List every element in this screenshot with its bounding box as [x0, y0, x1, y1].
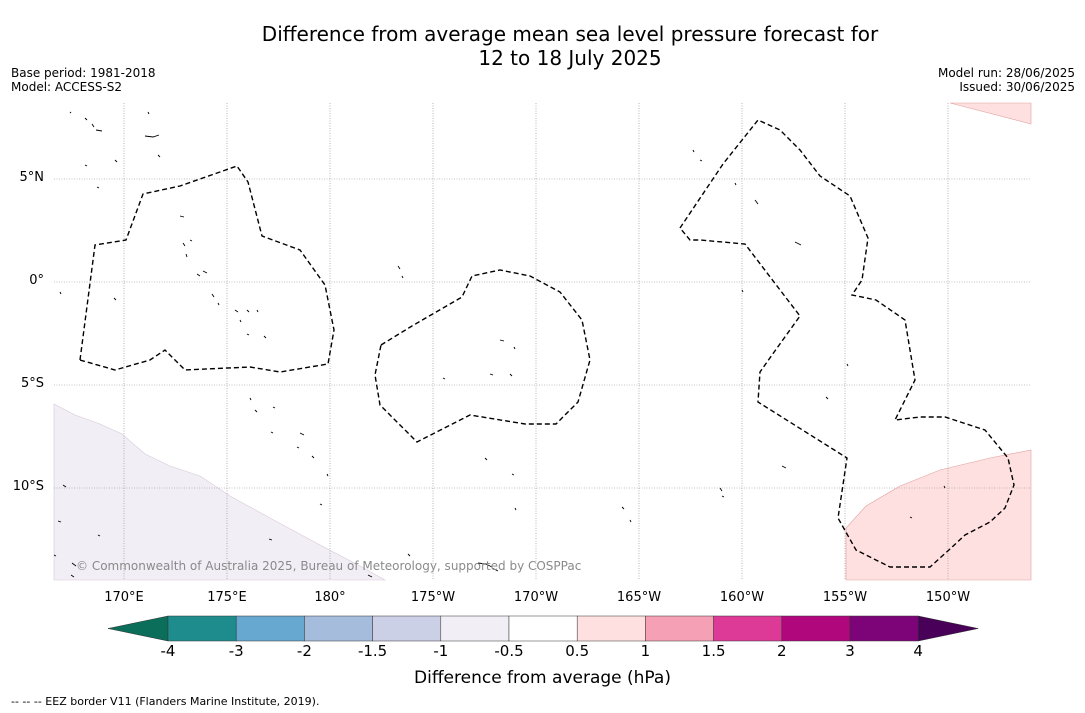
colorbar-swatch — [713, 615, 783, 642]
map-title: Difference from average mean sea level p… — [0, 22, 1085, 70]
colorbar-swatch — [440, 615, 510, 642]
eez-footnote: -- -- -- EEZ border V11 (Flanders Marine… — [11, 695, 320, 708]
gridlines — [54, 103, 1031, 580]
issued-text: Issued: 30/06/2025 — [959, 80, 1075, 94]
colorbar-title: Difference from average (hPa) — [414, 668, 671, 688]
model-run-text: Model run: 28/06/2025 — [937, 66, 1075, 80]
copyright-notice: © Commonwealth of Australia 2025, Bureau… — [76, 559, 582, 573]
lon-tick-170e: 170°E — [104, 590, 144, 605]
lon-tick-165w: 165°W — [616, 590, 662, 605]
positive-anomaly-area-southeast — [845, 449, 1032, 581]
colorbar-over-arrow — [917, 615, 979, 642]
colorbar-tick-label: -2 — [296, 642, 312, 660]
eez-borders — [79, 119, 1015, 568]
colorbar-swatch — [304, 615, 373, 642]
positive-anomaly-area-northeast — [949, 102, 1032, 125]
colorbar-tick-label: -1 — [433, 642, 449, 660]
title-line-1: Difference from average mean sea level p… — [261, 22, 879, 46]
island-group-central — [59, 265, 517, 572]
negative-anomaly-area — [53, 403, 387, 581]
colorbar-under-arrow — [107, 615, 169, 642]
colorbar-tick-label: -1.5 — [357, 642, 388, 660]
colorbar-swatch — [508, 615, 578, 642]
colorbar-tick-label: 1.5 — [701, 642, 726, 660]
eez-border-kiribati-gilbert — [79, 165, 335, 373]
colorbar-swatch — [167, 615, 237, 642]
colorbar-tick-label: -4 — [160, 642, 176, 660]
island-outlines — [53, 111, 946, 578]
lat-tick-5s: 5°S — [20, 376, 44, 391]
island-group-west — [69, 111, 267, 339]
info-left: Base period: 1981-2018 Model: ACCESS-S2 — [11, 66, 156, 94]
base-period-text: Base period: 1981-2018 — [11, 66, 156, 80]
colorbar-swatch — [645, 615, 714, 642]
lat-tick-5n: 5°N — [19, 170, 45, 185]
lon-tick-175w: 175°W — [410, 590, 456, 605]
info-right: Model run: 28/06/2025 Issued: 30/06/2025 — [938, 66, 1075, 94]
eez-border-line-islands — [679, 119, 1015, 568]
colorbar-tick-label: 3 — [845, 642, 855, 660]
colorbar-swatch — [372, 615, 442, 642]
colorbar-tick-label: -3 — [228, 642, 244, 660]
colorbar-tick-label: 4 — [913, 642, 923, 660]
colorbar-tick-label: 0.5 — [565, 642, 590, 660]
lat-tick-0: 0° — [29, 273, 44, 288]
island-group-east — [621, 149, 946, 523]
title-line-2: 12 to 18 July 2025 — [478, 46, 662, 70]
lon-tick-180: 180° — [314, 590, 346, 605]
lon-tick-170w: 170°W — [513, 590, 559, 605]
colorbar-tick-label: 1 — [640, 642, 651, 660]
model-text: Model: ACCESS-S2 — [11, 80, 123, 94]
lon-tick-175e: 175°E — [207, 590, 247, 605]
lon-tick-150w: 150°W — [925, 590, 971, 605]
eez-border-phoenix — [374, 269, 591, 443]
colorbar-tick-label: 2 — [777, 642, 787, 660]
colorbar — [107, 615, 979, 642]
colorbar-swatch — [235, 615, 305, 642]
lat-tick-10s: 10°S — [12, 479, 44, 494]
colorbar-swatch — [781, 615, 851, 642]
island-group-tuvalu — [53, 397, 411, 578]
colorbar-tick-label: -0.5 — [494, 642, 524, 660]
colorbar-swatch — [576, 615, 646, 642]
lon-tick-155w: 155°W — [822, 590, 868, 605]
lon-tick-160w: 160°W — [719, 590, 765, 605]
colorbar-swatch — [849, 615, 919, 642]
